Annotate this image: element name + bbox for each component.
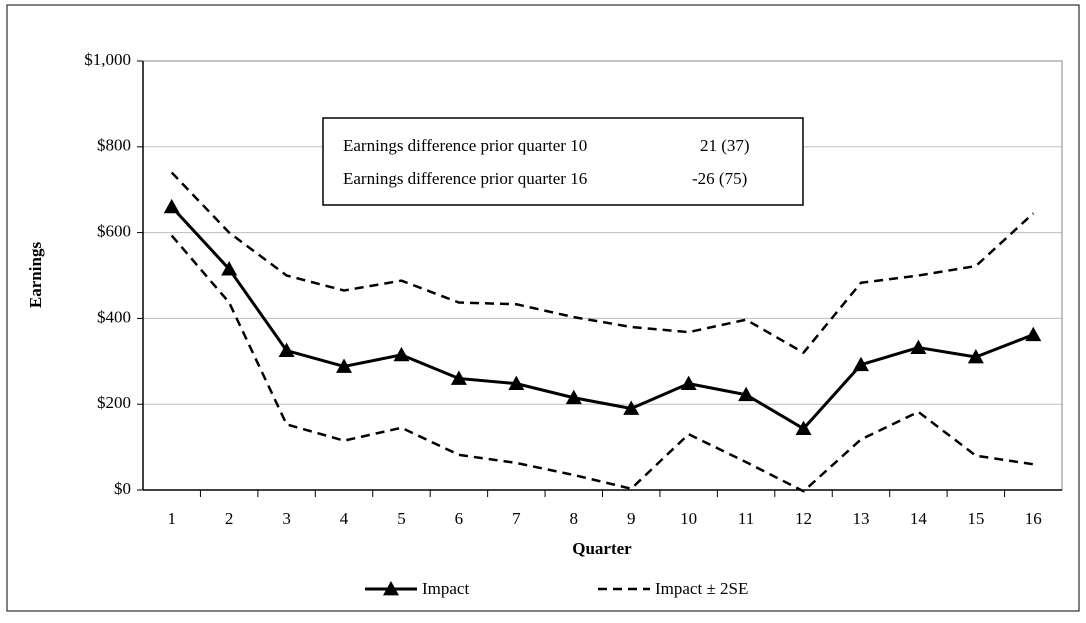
x-tick-label: 11 (738, 509, 754, 528)
y-tick-label: $600 (97, 222, 131, 241)
data-marker (450, 370, 467, 385)
data-marker (278, 342, 295, 357)
y-tick-label: $400 (97, 307, 131, 326)
y-axis-label: Earnings (26, 242, 45, 309)
annotation-text: Earnings difference prior quarter 16 (343, 169, 587, 188)
data-marker (680, 375, 697, 391)
x-tick-label: 12 (795, 509, 812, 528)
annotation-value: 21 (37) (700, 136, 750, 155)
x-tick-label: 3 (282, 509, 291, 528)
data-marker (967, 349, 984, 364)
x-axis-label: Quarter (572, 539, 632, 558)
series-line (170, 205, 1034, 431)
legend: Impact Impact ± 2SE (365, 579, 748, 598)
data-marker (1025, 326, 1042, 342)
x-tick-label: 10 (680, 509, 697, 528)
data-marker (623, 400, 640, 415)
legend-marker (383, 581, 399, 596)
x-tick-label: 15 (967, 509, 984, 528)
x-tick-label: 1 (167, 509, 176, 528)
y-tick-label: $1,000 (84, 50, 131, 69)
x-tick-label: 2 (225, 509, 234, 528)
x-tick-label: 4 (340, 509, 349, 528)
x-tick-label: 6 (455, 509, 464, 528)
data-marker (565, 389, 582, 405)
data-marker (336, 358, 353, 373)
legend-label: Impact (422, 579, 469, 598)
y-tick-label: $800 (97, 136, 131, 155)
data-marker (852, 356, 869, 372)
data-marker (910, 339, 927, 354)
legend-label: Impact ± 2SE (655, 579, 748, 598)
x-tick-label: 14 (910, 509, 928, 528)
data-marker (221, 261, 238, 276)
data-marker (163, 198, 180, 214)
x-tick-label: 16 (1025, 509, 1042, 528)
annotation-value: -26 (75) (692, 169, 747, 188)
data-marker (795, 420, 812, 436)
x-tick-label: 8 (570, 509, 579, 528)
chart-frame (6, 4, 1080, 612)
annotation-box (322, 117, 804, 206)
data-marker (508, 375, 525, 391)
data-marker (738, 386, 755, 402)
x-tick-label: 13 (852, 509, 869, 528)
y-tick-label: $0 (114, 479, 131, 498)
data-marker (393, 346, 410, 362)
x-tick-label: 9 (627, 509, 636, 528)
x-tick-label: 7 (512, 509, 521, 528)
y-tick-label: $200 (97, 393, 131, 412)
series-line (170, 171, 1035, 354)
x-tick-label: 5 (397, 509, 406, 528)
annotation-text: Earnings difference prior quarter 10 (343, 136, 587, 155)
